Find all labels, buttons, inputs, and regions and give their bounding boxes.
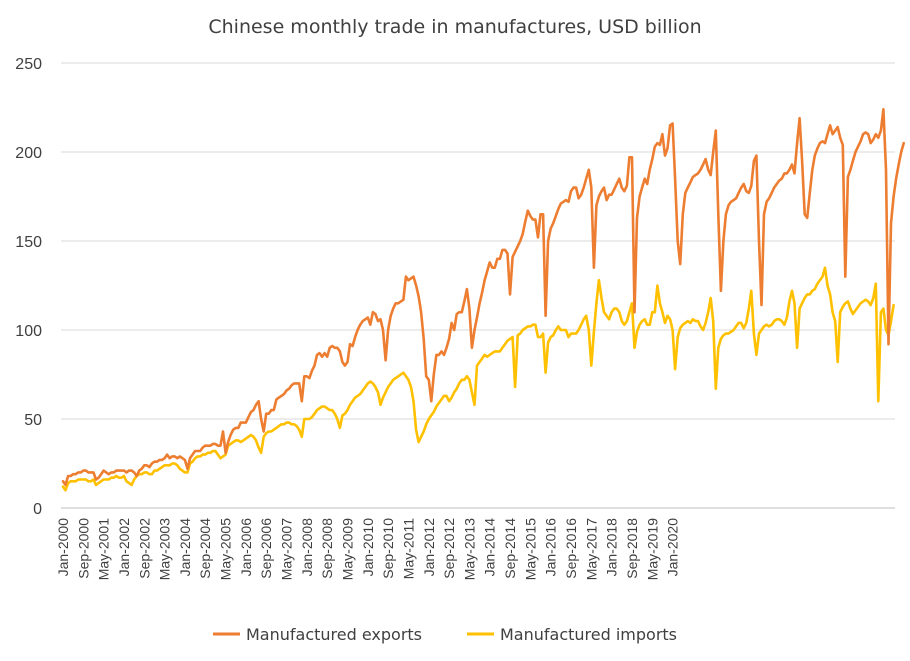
y-tick-label: 250 xyxy=(15,56,42,73)
x-tick-label: Sep-2012 xyxy=(441,518,457,579)
x-tick-label: Jan-2010 xyxy=(360,518,376,577)
x-tick-label: May-2019 xyxy=(644,518,660,580)
y-tick-label: 200 xyxy=(15,145,42,162)
x-tick-label: Sep-2002 xyxy=(136,518,152,579)
x-tick-label: Sep-2016 xyxy=(563,518,579,579)
x-tick-label: Jan-2012 xyxy=(421,518,437,577)
x-tick-label: May-2013 xyxy=(461,518,477,580)
chart-title: Chinese monthly trade in manufactures, U… xyxy=(208,16,701,38)
x-tick-label: Jan-2008 xyxy=(299,518,315,577)
x-tick-label: May-2003 xyxy=(157,518,173,580)
x-tick-label: Jan-2020 xyxy=(665,518,681,577)
x-tick-label: May-2017 xyxy=(583,518,599,580)
x-tick-label: Sep-2006 xyxy=(258,518,274,579)
legend-label-exports: Manufactured exports xyxy=(246,625,422,644)
y-tick-label: 50 xyxy=(24,412,42,429)
y-tick-label: 150 xyxy=(15,234,42,251)
x-axis-tick-labels: Jan-2000 Sep-2000 May-2001 Jan-2002 Sep-2002… xyxy=(55,518,681,580)
series-lines xyxy=(61,108,906,492)
x-tick-label: Jan-2006 xyxy=(238,518,254,577)
x-tick-label: May-2007 xyxy=(279,518,295,580)
x-tick-label: Jan-2004 xyxy=(177,518,193,577)
x-tick-label: Sep-2014 xyxy=(502,518,518,579)
x-tick-label: Sep-2010 xyxy=(380,518,396,579)
x-tick-label: May-2005 xyxy=(218,518,234,580)
y-axis-tick-labels: 0 50 100 150 200 250 xyxy=(15,56,42,518)
x-tick-label: Jan-2018 xyxy=(604,518,620,577)
x-tick-label: Jan-2002 xyxy=(116,518,132,577)
x-tick-label: Jan-2000 xyxy=(55,518,71,577)
x-tick-label: Sep-2008 xyxy=(319,518,335,579)
x-tick-label: Jan-2016 xyxy=(543,518,559,577)
x-tick-label: May-2011 xyxy=(400,518,416,579)
x-tick-label: Sep-2018 xyxy=(624,518,640,579)
legend-label-imports: Manufactured imports xyxy=(500,625,677,644)
x-tick-label: May-2009 xyxy=(339,518,355,580)
x-tick-label: Jan-2014 xyxy=(482,518,498,577)
series-line-imports xyxy=(61,266,895,492)
x-tick-label: Sep-2004 xyxy=(197,518,213,579)
series-line-exports xyxy=(61,108,906,487)
y-tick-label: 0 xyxy=(33,501,42,518)
y-tick-label: 100 xyxy=(15,323,42,340)
legend: Manufactured exports Manufactured import… xyxy=(213,625,677,644)
x-tick-label: May-2015 xyxy=(522,518,538,580)
gridlines xyxy=(61,62,895,420)
x-tick-label: May-2001 xyxy=(96,518,112,580)
x-tick-label: Sep-2000 xyxy=(75,518,91,579)
